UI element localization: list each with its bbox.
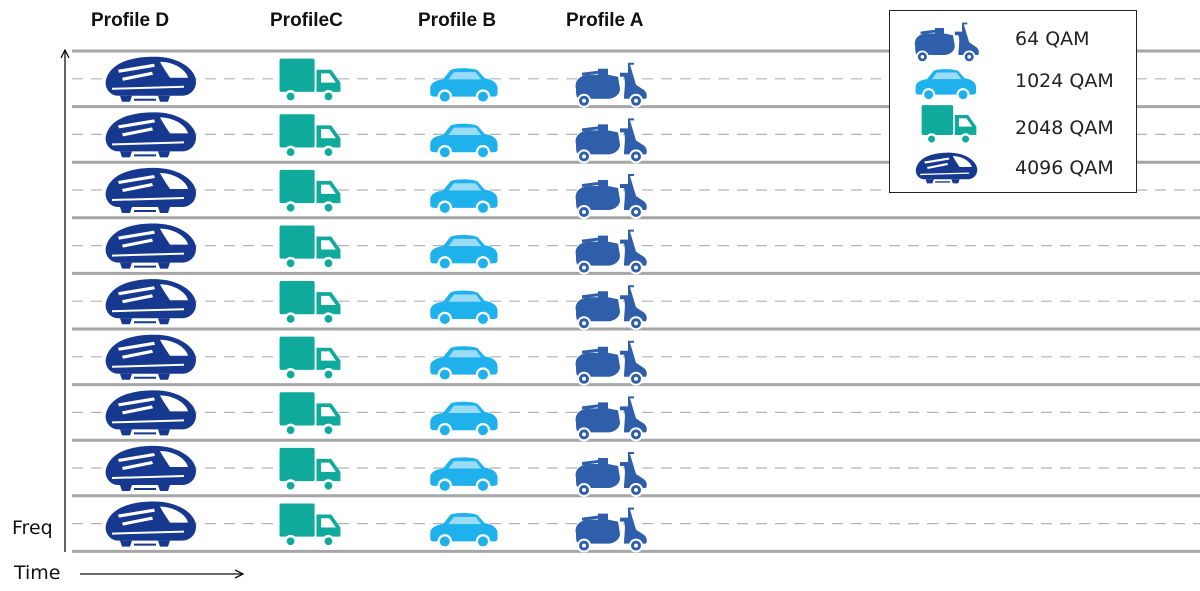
vehicle-icons <box>105 56 647 553</box>
time-axis-label: Time <box>14 562 61 584</box>
legend-scooter-icon <box>908 19 980 64</box>
scooter-icon <box>575 229 647 275</box>
train-icon <box>105 390 196 436</box>
scooter-icon <box>575 118 647 164</box>
car-icon <box>430 235 498 271</box>
train-icon <box>105 112 196 158</box>
train-icon <box>105 445 196 491</box>
legend-label-64qam: 64 QAM <box>1015 28 1090 50</box>
truck-icon <box>279 114 341 159</box>
scooter-icon <box>575 62 647 108</box>
legend-label-2048qam: 2048 QAM <box>1015 117 1114 139</box>
truck-icon <box>279 169 341 215</box>
truck-icon <box>279 336 341 381</box>
truck-icon <box>279 225 341 270</box>
header-profile-b: Profile B <box>418 10 497 31</box>
car-icon <box>430 290 498 327</box>
car-icon <box>430 68 498 104</box>
legend-label-4096qam: 4096 QAM <box>1015 157 1114 179</box>
train-icon <box>105 223 196 269</box>
truck-icon <box>279 447 341 493</box>
car-icon <box>430 457 498 494</box>
truck-icon <box>279 58 341 103</box>
truck-icon <box>279 281 341 326</box>
legend-train-icon <box>912 149 980 185</box>
scooter-icon <box>575 452 647 497</box>
header-profile-c: ProfileC <box>270 10 343 31</box>
train-icon <box>105 167 196 213</box>
truck-icon <box>279 503 341 548</box>
legend-label-1024qam: 1024 QAM <box>1015 70 1114 92</box>
legend-car-icon <box>912 66 978 102</box>
car-icon <box>430 179 498 216</box>
car-icon <box>430 123 498 160</box>
scooter-icon <box>575 507 647 553</box>
legend-truck-icon <box>920 103 978 147</box>
car-icon <box>430 513 498 549</box>
car-icon <box>430 401 498 438</box>
header-profile-d: Profile D <box>91 10 170 31</box>
truck-icon <box>279 392 341 437</box>
car-icon <box>430 346 498 382</box>
freq-axis-label: Freq <box>12 517 53 539</box>
scooter-icon <box>575 396 647 442</box>
scooter-icon <box>575 340 647 386</box>
scooter-icon <box>575 285 647 331</box>
header-profile-a: Profile A <box>566 10 644 31</box>
scooter-icon <box>575 174 647 219</box>
train-icon <box>105 334 196 380</box>
train-icon <box>105 501 196 547</box>
train-icon <box>105 56 196 102</box>
train-icon <box>105 279 196 325</box>
legend: 64 QAM 1024 QAM 2048 QAM 4096 QAM <box>889 10 1137 193</box>
